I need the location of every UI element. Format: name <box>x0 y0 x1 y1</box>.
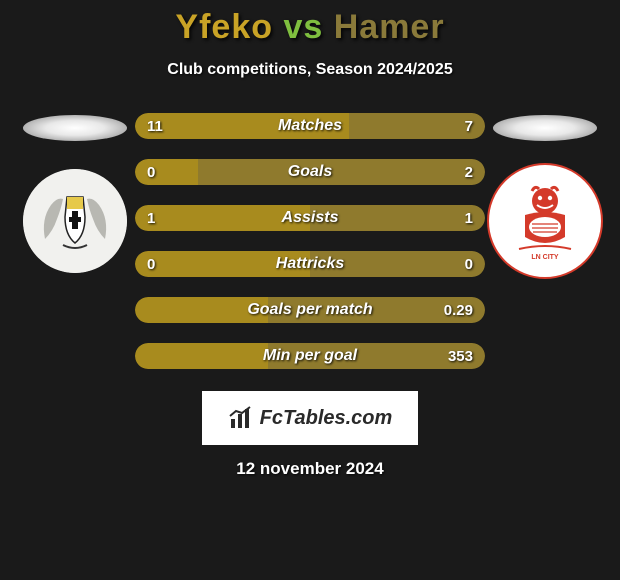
stat-label: Goals <box>288 163 332 181</box>
stat-row: 0 2 Goals <box>135 159 485 185</box>
stat-row: 1 1 Assists <box>135 205 485 231</box>
stat-fill-left <box>135 343 268 369</box>
stat-value-left: 11 <box>147 118 163 135</box>
club-crest-left <box>23 169 127 273</box>
player1-placeholder-ellipse <box>23 115 127 141</box>
comparison-card: Yfeko vs Hamer Club competitions, Season… <box>0 0 620 479</box>
crest-left-svg <box>23 169 127 273</box>
player2-placeholder-ellipse <box>493 115 597 141</box>
stats-bars: 117Matches02Goals11Assists00Hattricks0.2… <box>135 113 485 369</box>
crest-right-svg: LN CITY <box>499 175 591 267</box>
stat-label: Assists <box>282 209 339 227</box>
club-crest-right: LN CITY <box>499 175 591 267</box>
stat-value-left: 0 <box>147 164 155 181</box>
stat-label: Min per goal <box>263 347 357 365</box>
club-crest-right-ring: LN CITY <box>487 163 603 279</box>
stat-value-right: 0 <box>465 256 473 273</box>
stat-value-right: 0.29 <box>444 302 473 319</box>
stat-row: 0 0 Hattricks <box>135 251 485 277</box>
chart-icon <box>228 405 254 431</box>
stat-value-right: 7 <box>465 118 473 135</box>
stat-value-right: 2 <box>465 164 473 181</box>
stat-fill-left <box>135 159 198 185</box>
stat-value-left: 0 <box>147 256 155 273</box>
subtitle: Club competitions, Season 2024/2025 <box>0 61 620 79</box>
stat-value-right: 353 <box>448 348 473 365</box>
footer-date: 12 november 2024 <box>0 459 620 479</box>
vs-separator: vs <box>283 8 323 46</box>
stat-label: Matches <box>278 117 342 135</box>
player2-name: Hamer <box>334 8 445 46</box>
right-column: LN CITY <box>485 113 605 279</box>
stat-row: 11 7 Matches <box>135 113 485 139</box>
stat-label: Goals per match <box>247 301 372 319</box>
stat-row: 353 Min per goal <box>135 343 485 369</box>
player1-name: Yfeko <box>175 8 273 46</box>
svg-text:LN CITY: LN CITY <box>531 254 559 261</box>
footer-brand-text: FcTables.com <box>260 407 393 430</box>
left-column <box>15 113 135 273</box>
stat-row: 0.29 Goals per match <box>135 297 485 323</box>
stat-fill-right <box>198 159 485 185</box>
footer-brand-box[interactable]: FcTables.com <box>202 391 418 445</box>
comparison-area: 117Matches02Goals11Assists00Hattricks0.2… <box>0 113 620 369</box>
page-title: Yfeko vs Hamer <box>0 8 620 47</box>
stat-label: Hattricks <box>276 255 344 273</box>
stat-value-left: 1 <box>147 210 155 227</box>
stat-value-right: 1 <box>465 210 473 227</box>
